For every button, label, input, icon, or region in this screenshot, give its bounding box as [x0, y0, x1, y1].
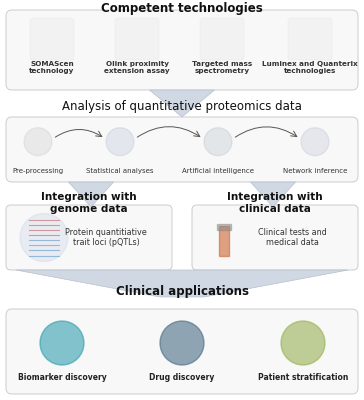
Text: Targeted mass
spectrometry: Targeted mass spectrometry [192, 61, 252, 74]
Circle shape [24, 128, 52, 156]
FancyBboxPatch shape [200, 18, 244, 60]
FancyBboxPatch shape [115, 18, 159, 60]
FancyBboxPatch shape [6, 309, 358, 394]
Text: Integration with
clinical data: Integration with clinical data [227, 192, 323, 214]
Text: Patient stratification: Patient stratification [258, 373, 348, 382]
FancyBboxPatch shape [6, 205, 172, 270]
Polygon shape [150, 90, 214, 117]
Text: Clinical applications: Clinical applications [115, 285, 249, 298]
Circle shape [160, 321, 204, 365]
Polygon shape [16, 270, 348, 297]
FancyBboxPatch shape [6, 117, 358, 182]
Text: Luminex and Quanterix
technologies: Luminex and Quanterix technologies [262, 61, 358, 74]
Polygon shape [250, 182, 296, 207]
Text: Protein quantitiative
trait loci (pQTLs): Protein quantitiative trait loci (pQTLs) [65, 228, 147, 247]
Text: Biomarker discovery: Biomarker discovery [17, 373, 106, 382]
Circle shape [301, 128, 329, 156]
Text: Analysis of quantitative proteomics data: Analysis of quantitative proteomics data [62, 100, 302, 113]
Circle shape [204, 128, 232, 156]
Text: Competent technologies: Competent technologies [101, 2, 263, 15]
FancyBboxPatch shape [30, 18, 74, 60]
Polygon shape [68, 182, 114, 207]
Circle shape [20, 214, 68, 262]
Bar [219, 226, 229, 256]
Text: Drug discovery: Drug discovery [149, 373, 215, 382]
Circle shape [106, 128, 134, 156]
Text: Integration with
genome data: Integration with genome data [41, 192, 137, 214]
FancyBboxPatch shape [288, 18, 332, 60]
Text: Clinical tests and
medical data: Clinical tests and medical data [258, 228, 327, 247]
Text: SOMAScen
technology: SOMAScen technology [29, 61, 75, 74]
FancyBboxPatch shape [192, 205, 358, 270]
Text: Artificial intelligence: Artificial intelligence [182, 168, 254, 174]
Text: Pre-processing: Pre-processing [12, 168, 64, 174]
Circle shape [281, 321, 325, 365]
Text: Network inference: Network inference [283, 168, 347, 174]
Text: Statistical analyses: Statistical analyses [86, 168, 154, 174]
Circle shape [40, 321, 84, 365]
Text: Olink proximity
extension assay: Olink proximity extension assay [104, 61, 170, 74]
Bar [217, 224, 231, 230]
FancyBboxPatch shape [6, 10, 358, 90]
